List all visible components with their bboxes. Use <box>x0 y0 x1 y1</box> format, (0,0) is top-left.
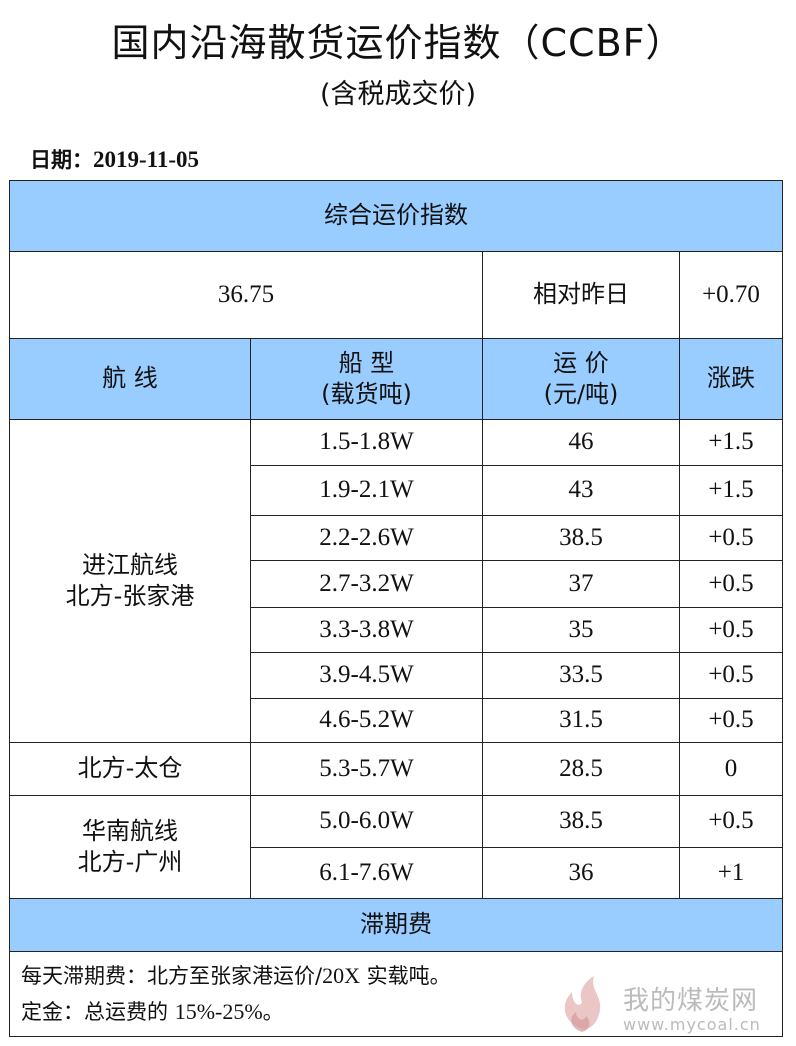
change-cell: +0.5 <box>680 561 782 607</box>
compare-label: 相对昨日 <box>483 252 679 338</box>
grid-line <box>250 465 782 466</box>
col-freight-line1: 运 价 <box>553 348 609 379</box>
change-cell: +0.5 <box>680 516 782 560</box>
grid-line <box>10 951 782 952</box>
route-group-huanan: 华南航线 北方-广州 <box>10 796 250 898</box>
change-cell: +0.5 <box>680 608 782 652</box>
price-cell: 38.5 <box>483 796 679 847</box>
grid-line <box>482 252 483 338</box>
grid-line <box>679 252 680 338</box>
col-ship-header: 船 型 (载货吨) <box>251 339 482 419</box>
grid-line <box>482 339 483 898</box>
grid-line <box>10 251 782 252</box>
grid-line <box>10 338 782 339</box>
change-cell: +0.5 <box>680 653 782 698</box>
col-route-header: 航 线 <box>10 339 250 419</box>
grid-line <box>250 339 251 898</box>
index-change: +0.70 <box>680 252 782 338</box>
date-value: 2019-11-05 <box>93 147 199 172</box>
route-line2: 北方-广州 <box>78 847 183 878</box>
ship-type-cell: 2.2-2.6W <box>251 516 482 560</box>
change-cell: +1.5 <box>680 420 782 465</box>
note-line-2: 定金：总运费的 15%-25%。 <box>21 994 451 1030</box>
grid-line <box>250 698 782 699</box>
price-cell: 37 <box>483 561 679 607</box>
change-cell: +1.5 <box>680 466 782 515</box>
grid-line <box>679 339 680 898</box>
ship-type-cell: 1.9-2.1W <box>251 466 482 515</box>
change-cell: +0.5 <box>680 699 782 742</box>
page-title: 国内沿海散货运价指数（CCBF） <box>0 12 796 67</box>
price-cell: 35 <box>483 608 679 652</box>
price-cell: 43 <box>483 466 679 515</box>
change-cell: +0.5 <box>680 796 782 847</box>
route-group-jinjiang: 进江航线 北方-张家港 <box>10 420 250 742</box>
ship-type-cell: 4.6-5.2W <box>251 699 482 742</box>
ship-type-cell: 6.1-7.6W <box>251 848 482 898</box>
ship-type-cell: 5.3-5.7W <box>251 743 482 795</box>
route-line1: 进江航线 <box>82 550 178 581</box>
col-freight-line2: (元/吨) <box>544 379 619 410</box>
route-group-taicang: 北方-太仓 <box>10 743 250 795</box>
grid-line <box>250 847 782 848</box>
route-line2: 北方-张家港 <box>66 581 195 612</box>
note-line-1: 每天滞期费：北方至张家港运价/20X 实载吨。 <box>21 958 451 994</box>
note1-text: 每天滞期费：北方至张家港运价/ <box>21 964 322 988</box>
grid-line <box>10 742 782 743</box>
grid-line <box>10 419 782 420</box>
ship-type-cell: 3.9-4.5W <box>251 653 482 698</box>
date-label: 日期： <box>30 148 93 172</box>
change-cell: 0 <box>680 743 782 795</box>
note2-text: 定金：总运费的 <box>21 1000 175 1024</box>
change-cell: +1 <box>680 848 782 898</box>
price-cell: 38.5 <box>483 516 679 560</box>
col-freight-header: 运 价 (元/吨) <box>483 339 679 419</box>
note2-tail: 。 <box>263 1000 284 1024</box>
ship-type-cell: 1.5-1.8W <box>251 420 482 465</box>
grid-line <box>10 898 782 899</box>
col-ship-line1: 船 型 <box>339 348 395 379</box>
price-cell: 46 <box>483 420 679 465</box>
price-cell: 28.5 <box>483 743 679 795</box>
note1-tail: 实载吨。 <box>360 964 451 988</box>
grid-line <box>250 515 782 516</box>
col-change-header: 涨跌 <box>680 339 782 419</box>
watermark-url: www.mycoal.cn <box>623 1015 761 1034</box>
price-cell: 33.5 <box>483 653 679 698</box>
grid-line <box>250 607 782 608</box>
page-subtitle: (含税成交价) <box>0 72 796 111</box>
grid-line <box>10 795 782 796</box>
index-header: 综合运价指数 <box>10 181 782 251</box>
grid-line <box>250 560 782 561</box>
index-value: 36.75 <box>10 252 482 338</box>
date-line: 日期：2019-11-05 <box>30 144 199 174</box>
route-line1: 华南航线 <box>82 816 178 847</box>
col-ship-line2: (载货吨) <box>321 379 412 410</box>
watermark-brand: 我的煤炭网 <box>623 980 758 1017</box>
grid-line <box>250 652 782 653</box>
note1-num: 20X <box>322 963 360 988</box>
ship-type-cell: 2.7-3.2W <box>251 561 482 607</box>
ship-type-cell: 5.0-6.0W <box>251 796 482 847</box>
demurrage-header: 滞期费 <box>10 899 782 951</box>
price-cell: 36 <box>483 848 679 898</box>
note2-num: 15%-25% <box>175 999 263 1024</box>
ship-type-cell: 3.3-3.8W <box>251 608 482 652</box>
price-cell: 31.5 <box>483 699 679 742</box>
demurrage-notes: 每天滞期费：北方至张家港运价/20X 实载吨。 定金：总运费的 15%-25%。 <box>21 958 451 1030</box>
